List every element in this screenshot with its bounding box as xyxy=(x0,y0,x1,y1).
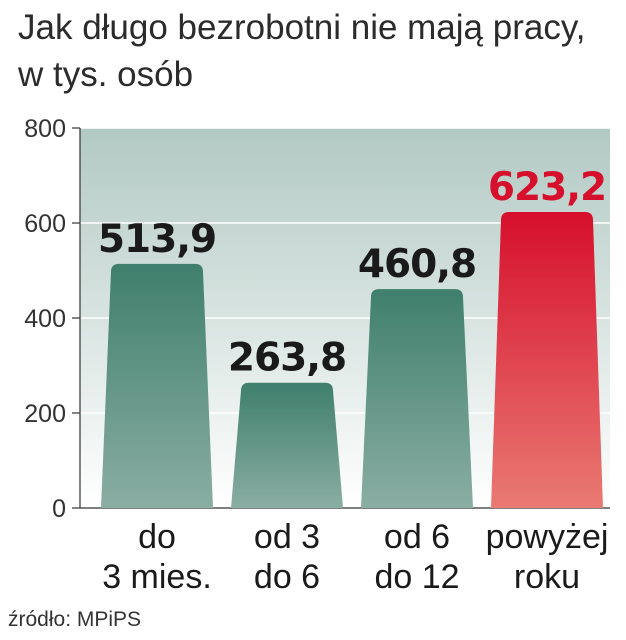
y-axis-ticks: 0 200 400 600 800 xyxy=(24,115,80,523)
category-label: do 12 xyxy=(374,558,459,596)
bars xyxy=(101,211,603,509)
y-tick-label: 400 xyxy=(24,305,66,333)
bar xyxy=(491,211,603,509)
value-label: 513,9 xyxy=(98,217,216,262)
category-label: do 6 xyxy=(254,558,320,596)
y-tick-label: 800 xyxy=(24,115,66,143)
y-tick-label: 200 xyxy=(24,400,66,428)
category-label: od 3 xyxy=(254,518,320,556)
y-tick-label: 600 xyxy=(24,210,66,238)
value-label: 623,2 xyxy=(488,165,606,210)
category-label: roku xyxy=(514,558,580,596)
value-label: 460,8 xyxy=(358,242,476,287)
bar xyxy=(361,289,473,508)
bar xyxy=(101,263,213,508)
category-label: 3 mies. xyxy=(102,558,212,596)
source-note: źródło: MPiPS xyxy=(8,608,142,631)
value-label: 263,8 xyxy=(228,336,346,381)
y-tick-label: 0 xyxy=(52,495,66,523)
category-label: do xyxy=(138,518,176,556)
category-label: powyżej xyxy=(486,518,609,556)
category-label: od 6 xyxy=(384,518,450,556)
bar xyxy=(231,382,343,508)
value-labels: 513,9 263,8 460,8 623,2 xyxy=(98,165,607,381)
chart-title: Jak długo bezrobotni nie mają pracy, w t… xyxy=(18,8,586,94)
